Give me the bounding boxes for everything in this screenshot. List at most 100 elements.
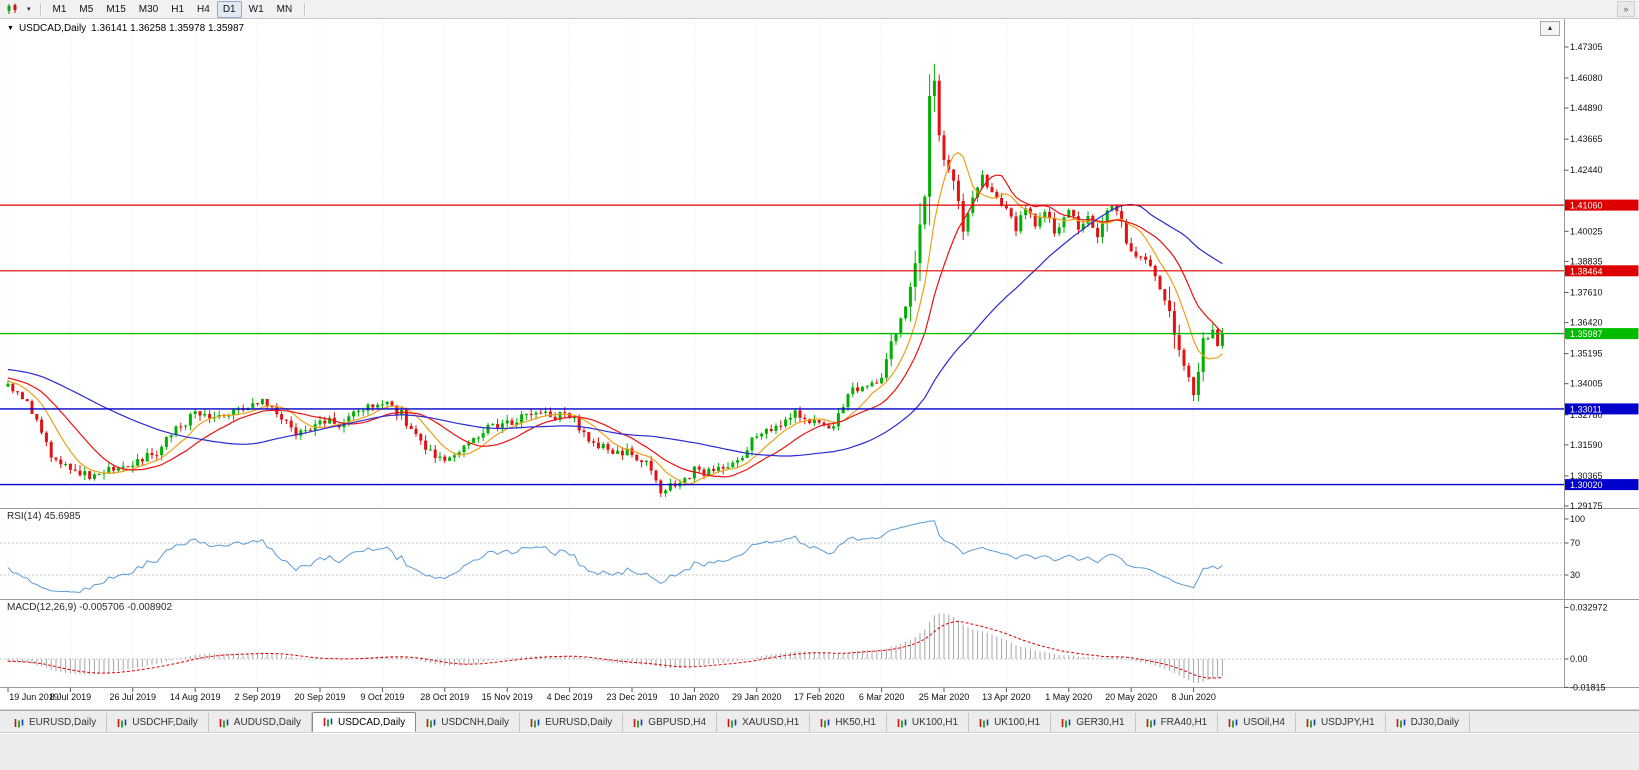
chart-tab-ger30-h1[interactable]: GER30,H1 — [1051, 713, 1136, 732]
timeframe-button-m15[interactable]: M15 — [106, 3, 126, 15]
chart-tab-fra40-h1[interactable]: FRA40,H1 — [1136, 713, 1219, 732]
timeframe-button-m5[interactable]: M5 — [79, 3, 94, 15]
svg-text:1.30365: 1.30365 — [1570, 471, 1603, 481]
symbol-dropdown-icon[interactable]: ▼ — [7, 25, 14, 32]
chart-ohlc-title: ▼ USDCAD,Daily 1.36141 1.36258 1.35978 1… — [7, 23, 244, 34]
chart-window[interactable]: 1.47305 1.46080 1.44890 1.43665 1.42440 1.400… — [0, 19, 1639, 709]
chart-tab-usoil-h4[interactable]: USOil,H4 — [1218, 713, 1296, 732]
timeframe-button-m1[interactable]: M1 — [52, 3, 67, 15]
timeframe-button-d1[interactable]: D1 — [216, 0, 242, 18]
svg-text:1.42440: 1.42440 — [1570, 165, 1603, 175]
chart-tab-icon — [1061, 718, 1071, 727]
chart-tab-eurusd-daily[interactable]: EURUSD,Daily — [4, 713, 108, 732]
timeframe-button-h1[interactable]: H1 — [171, 3, 185, 15]
svg-text:20 Sep 2019: 20 Sep 2019 — [294, 692, 345, 702]
level-price-label — [1565, 265, 1639, 277]
candles — [6, 63, 1224, 497]
svg-text:1.46080: 1.46080 — [1570, 73, 1603, 83]
level-price-label — [1565, 479, 1639, 491]
chart-tab-icon — [1396, 718, 1405, 727]
chart-tab-label: DJ30,Daily — [1410, 717, 1460, 728]
toolbar-separator — [39, 2, 41, 16]
svg-text:1.47305: 1.47305 — [1570, 42, 1603, 52]
chart-tab-uk100-h1[interactable]: UK100,H1 — [969, 713, 1052, 732]
svg-text:1.30020: 1.30020 — [1570, 480, 1603, 490]
svg-text:1.38835: 1.38835 — [1570, 256, 1603, 266]
chart-type-button[interactable] — [4, 2, 22, 17]
timeframe-group: M1 M5 M15 M30 H1 H4 D1 W1 MN — [47, 0, 299, 18]
chart-tab-icon — [117, 718, 127, 727]
timeframe-button-w1[interactable]: W1 — [248, 3, 264, 15]
svg-text:4 Dec 2019: 4 Dec 2019 — [547, 692, 593, 702]
rsi-line — [7, 520, 1223, 594]
svg-text:26 Jul 2019: 26 Jul 2019 — [110, 692, 157, 702]
chart-tab-label: FRA40,H1 — [1160, 717, 1208, 728]
svg-text:23 Dec 2019: 23 Dec 2019 — [606, 692, 657, 702]
chart-tab-dj30-daily[interactable]: DJ30,Daily — [1386, 713, 1471, 732]
macd-panel — [0, 613, 1565, 684]
chart-tab-label: USDJPY,H1 — [1320, 717, 1375, 728]
chart-tab-xauusd-h1[interactable]: XAUUSD,H1 — [717, 713, 811, 732]
chart-tab-eurusd-daily[interactable]: EURUSD,Daily — [520, 713, 624, 732]
rsi-panel — [0, 520, 1565, 594]
chart-tab-label: EURUSD,Daily — [29, 717, 97, 728]
chart-tab-icon — [530, 718, 540, 727]
chart-tab-label: GBPUSD,H4 — [648, 717, 707, 728]
svg-text:15 Nov 2019: 15 Nov 2019 — [482, 692, 533, 702]
grid-lines — [7, 19, 1195, 687]
price-chart[interactable]: 1.47305 1.46080 1.44890 1.43665 1.42440 1.400… — [0, 19, 1639, 709]
svg-text:30: 30 — [1570, 570, 1580, 580]
chart-ohlc-values: 1.36141 1.36258 1.35978 1.35987 — [91, 23, 245, 34]
chart-tab-label: USDCNH,Daily — [441, 717, 510, 728]
level-price-label — [1565, 328, 1639, 340]
timeframe-button-h4[interactable]: H4 — [197, 3, 210, 15]
svg-text:1 May 2020: 1 May 2020 — [1045, 692, 1092, 702]
svg-text:29 Jan 2020: 29 Jan 2020 — [732, 692, 782, 702]
chart-tab-icon — [426, 718, 436, 727]
price-axis[interactable]: 1.47305 1.46080 1.44890 1.43665 1.42440 1.400… — [1564, 42, 1639, 692]
chart-tab-usdcad-daily[interactable]: USDCAD,Daily — [312, 712, 417, 732]
svg-text:9 Oct 2019: 9 Oct 2019 — [360, 692, 404, 702]
ma-16-line — [7, 174, 1223, 478]
chart-tab-usdcnh-daily[interactable]: USDCNH,Daily — [416, 713, 521, 732]
chart-tab-usdjpy-h1[interactable]: USDJPY,H1 — [1296, 713, 1386, 732]
chart-tab-audusd-daily[interactable]: AUDUSD,Daily — [209, 713, 313, 732]
chart-type-dropdown-icon[interactable]: ▾ — [27, 6, 31, 13]
chart-tab-icon — [821, 718, 830, 727]
chart-tab-label: GER30,H1 — [1076, 717, 1125, 728]
toolbar-overflow-button[interactable]: » — [1617, 1, 1635, 17]
svg-text:1.38464: 1.38464 — [1570, 266, 1603, 276]
timeframe-button-mn[interactable]: MN — [276, 3, 293, 15]
svg-text:1.44890: 1.44890 — [1570, 103, 1603, 113]
macd-label: MACD(12,26,9) -0.005706 -0.008902 — [7, 602, 173, 613]
chart-tab-label: USDCAD,Daily — [338, 716, 406, 728]
svg-text:13 Apr 2020: 13 Apr 2020 — [982, 692, 1031, 702]
chart-tab-icon — [14, 718, 24, 727]
svg-text:0.00: 0.00 — [1570, 654, 1588, 664]
chart-tab-hk50-h1[interactable]: HK50,H1 — [810, 713, 887, 732]
svg-text:6 Mar 2020: 6 Mar 2020 — [859, 692, 905, 702]
chart-tab-icon — [1228, 718, 1238, 727]
chart-collapse-button[interactable]: ▲ — [1540, 21, 1560, 36]
ma-8-line — [7, 151, 1223, 485]
chart-tab-gbpusd-h4[interactable]: GBPUSD,H4 — [623, 713, 718, 732]
svg-text:17 Feb 2020: 17 Feb 2020 — [794, 692, 845, 702]
svg-text:100: 100 — [1570, 514, 1585, 524]
ma-45-line — [7, 203, 1223, 457]
level-price-label — [1565, 403, 1639, 415]
timeframe-button-m30[interactable]: M30 — [138, 3, 159, 15]
chart-tab-label: USDCHF,Daily — [132, 717, 198, 728]
chart-tab-icon — [1146, 718, 1155, 727]
svg-text:1.41060: 1.41060 — [1570, 201, 1603, 211]
chart-tab-uk100-h1[interactable]: UK100,H1 — [887, 713, 970, 732]
svg-text:2 Sep 2019: 2 Sep 2019 — [235, 692, 281, 702]
svg-text:1.35195: 1.35195 — [1570, 349, 1603, 359]
svg-text:1.34005: 1.34005 — [1570, 379, 1603, 389]
svg-text:1.36420: 1.36420 — [1570, 318, 1603, 328]
chart-tab-label: UK100,H1 — [911, 717, 959, 728]
svg-text:25 Mar 2020: 25 Mar 2020 — [919, 692, 970, 702]
chart-tab-usdchf-daily[interactable]: USDCHF,Daily — [107, 713, 209, 732]
chart-tab-label: USOil,H4 — [1243, 717, 1285, 728]
svg-text:1.32780: 1.32780 — [1570, 410, 1603, 420]
